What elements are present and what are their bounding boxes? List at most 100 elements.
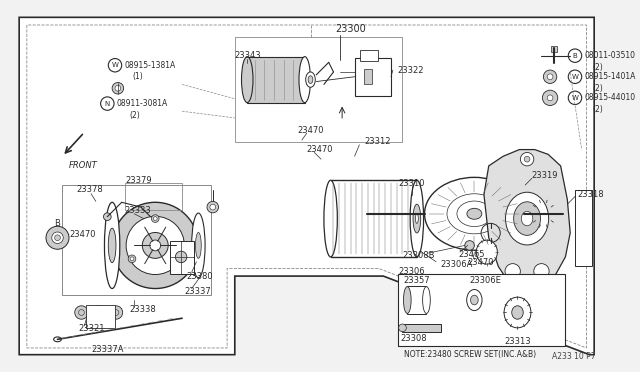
Ellipse shape: [467, 208, 482, 219]
Text: 23470: 23470: [307, 145, 333, 154]
Text: 23300: 23300: [335, 24, 366, 34]
Circle shape: [543, 90, 557, 106]
Text: 08011-03510: 08011-03510: [584, 51, 636, 60]
Text: (2): (2): [129, 110, 140, 119]
Bar: [364, 69, 372, 84]
Text: (2): (2): [592, 105, 603, 114]
Bar: [170, 241, 193, 274]
Text: 23357: 23357: [404, 276, 430, 285]
Circle shape: [152, 215, 159, 222]
Bar: [125, 183, 182, 210]
Ellipse shape: [241, 57, 253, 103]
Circle shape: [568, 70, 582, 83]
Text: 23337A: 23337A: [91, 345, 124, 355]
Ellipse shape: [142, 232, 168, 258]
Ellipse shape: [108, 228, 116, 263]
Ellipse shape: [306, 72, 316, 87]
Text: 08915-44010: 08915-44010: [584, 93, 636, 102]
Circle shape: [505, 264, 520, 279]
Text: 23379: 23379: [125, 176, 152, 185]
Circle shape: [100, 97, 114, 110]
Ellipse shape: [410, 180, 424, 257]
Text: 23470: 23470: [297, 126, 324, 135]
Circle shape: [177, 257, 180, 261]
Ellipse shape: [399, 324, 406, 332]
Text: 23308: 23308: [401, 334, 428, 343]
Text: 23306: 23306: [399, 267, 426, 276]
Ellipse shape: [324, 180, 337, 257]
Text: (2): (2): [592, 62, 603, 72]
Text: 23338: 23338: [129, 305, 156, 314]
Text: B: B: [573, 53, 577, 59]
Ellipse shape: [150, 240, 161, 251]
Circle shape: [104, 213, 111, 221]
Text: W: W: [111, 62, 118, 68]
Text: 23465: 23465: [458, 250, 484, 260]
Text: FRONT: FRONT: [69, 161, 98, 170]
Circle shape: [524, 156, 530, 162]
Polygon shape: [484, 150, 570, 286]
Ellipse shape: [112, 202, 198, 289]
Text: 23306A: 23306A: [441, 260, 473, 269]
Text: 23333: 23333: [125, 206, 151, 215]
Text: 23470: 23470: [69, 230, 95, 239]
Circle shape: [543, 70, 557, 83]
Ellipse shape: [126, 216, 184, 275]
Text: 23470: 23470: [468, 258, 494, 267]
Text: 23306E: 23306E: [470, 276, 502, 285]
Text: (1): (1): [132, 72, 143, 81]
Circle shape: [520, 153, 534, 166]
Circle shape: [547, 95, 553, 101]
Text: NOTE:23480 SCREW SET(INC.A&B): NOTE:23480 SCREW SET(INC.A&B): [404, 350, 536, 359]
Circle shape: [547, 74, 553, 80]
Circle shape: [175, 255, 182, 263]
Circle shape: [534, 264, 549, 279]
Ellipse shape: [512, 306, 524, 319]
Ellipse shape: [403, 286, 411, 314]
Circle shape: [130, 257, 134, 261]
Text: 08915-1381A: 08915-1381A: [125, 61, 176, 70]
Bar: [86, 305, 115, 328]
Text: 08915-1401A: 08915-1401A: [584, 72, 636, 81]
Ellipse shape: [104, 202, 120, 289]
Text: A233 10 P7: A233 10 P7: [552, 352, 596, 361]
Circle shape: [175, 251, 187, 263]
Text: (2): (2): [592, 84, 603, 93]
Text: B: B: [54, 219, 60, 228]
Text: 23321: 23321: [79, 324, 105, 333]
Bar: [575, 190, 592, 266]
Ellipse shape: [476, 240, 497, 264]
Circle shape: [109, 306, 123, 319]
Polygon shape: [19, 17, 594, 355]
Ellipse shape: [422, 286, 430, 314]
Circle shape: [112, 83, 124, 94]
Bar: [62, 185, 211, 295]
Bar: [247, 57, 305, 103]
Circle shape: [46, 226, 69, 249]
Ellipse shape: [54, 337, 61, 342]
Text: W: W: [572, 95, 579, 101]
Ellipse shape: [191, 213, 205, 278]
Circle shape: [108, 58, 122, 72]
Text: 23337: 23337: [184, 287, 211, 296]
Circle shape: [465, 241, 474, 250]
Text: W: W: [572, 74, 579, 80]
Ellipse shape: [413, 204, 420, 233]
Circle shape: [92, 306, 106, 319]
Bar: [360, 50, 378, 61]
Text: 23312: 23312: [364, 137, 390, 147]
Text: 23310: 23310: [399, 179, 426, 187]
Text: 23343: 23343: [234, 51, 260, 60]
Ellipse shape: [299, 57, 310, 103]
Text: 23319: 23319: [532, 171, 558, 180]
Ellipse shape: [424, 177, 524, 250]
Ellipse shape: [522, 211, 533, 226]
Bar: [407, 286, 426, 314]
Bar: [331, 180, 417, 257]
Text: 23378: 23378: [77, 185, 104, 194]
Text: N: N: [105, 100, 110, 107]
Text: 23322: 23322: [397, 65, 424, 74]
Bar: [403, 324, 441, 332]
Circle shape: [207, 201, 218, 213]
Bar: [551, 46, 557, 52]
